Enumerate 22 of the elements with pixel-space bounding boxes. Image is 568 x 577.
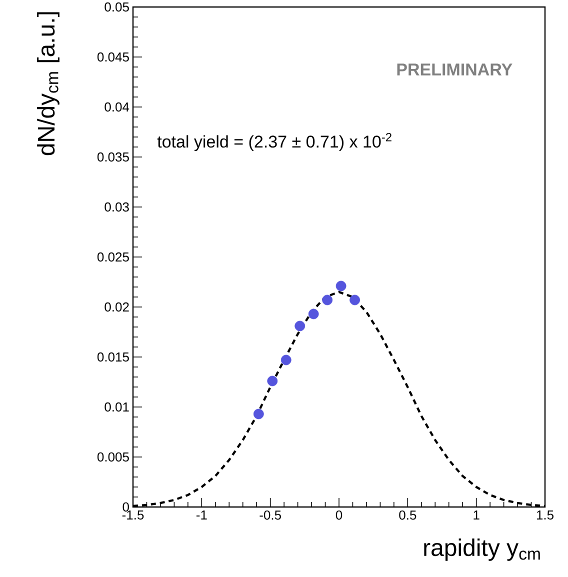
y-tick-label: 0.005 [97,452,129,462]
y-tick-label: 0.035 [97,152,129,162]
y-tick-label: 0.01 [104,402,129,412]
x-axis-title: rapidity y$_{cm}$ [424,538,540,561]
y-tick-label: 0 [122,502,129,512]
y-tick-label: 0.04 [104,102,130,112]
y-tick-label: 0.015 [97,352,129,362]
x-tick-label: 1 [474,510,480,520]
y-tick-label: 0.05 [104,2,129,12]
y-tick-label: 0.03 [104,202,129,212]
y-tick-label: 0.02 [104,302,129,312]
x-tick-label: 0 [336,510,342,520]
annotation: PRELIMINARY [397,64,512,76]
y-axis-title: dN/dy$_{cm}$ [a.u.] [37,12,60,156]
y-tick-label: 0.045 [97,52,129,62]
x-tick-label: -1.5 [122,510,144,520]
y-tick-label: 0.025 [97,252,129,262]
x-tick-label: -1 [196,510,207,520]
x-tick-label: 1.5 [536,510,554,520]
x-tick-label: -0.5 [260,510,281,520]
x-tick-label: 0.5 [399,510,416,520]
annotation: total yield = (2.37 ± 0.71) x 10$^{-2}$ [157,132,392,152]
